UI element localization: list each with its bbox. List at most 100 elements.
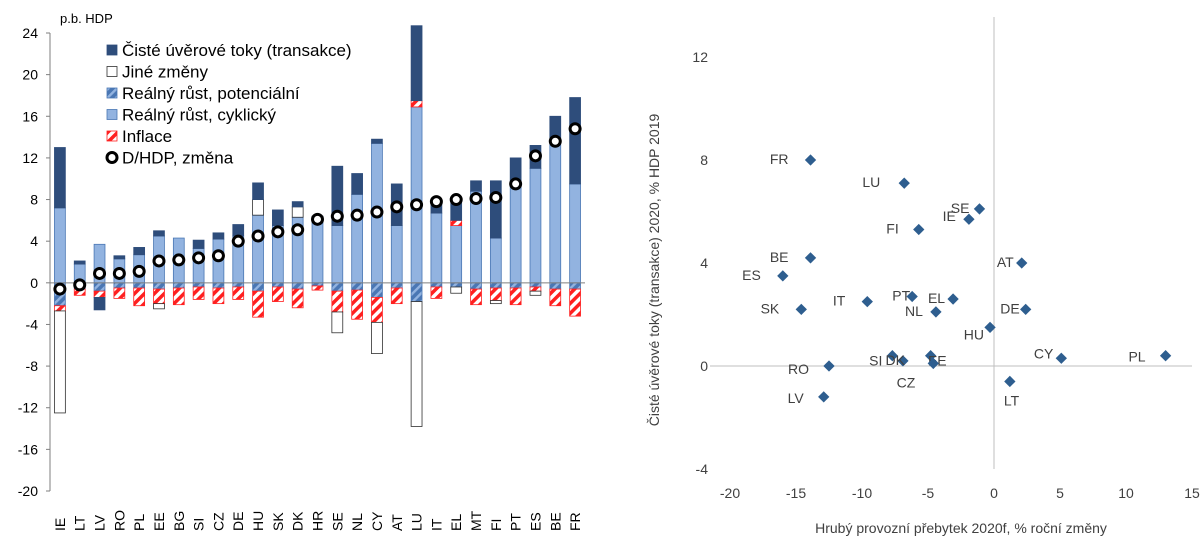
bar-segment-potential (569, 282, 581, 290)
dhdp-marker (132, 264, 146, 278)
y-axis-label: Čisté úvěrové toky (transakce) 2020, % H… (646, 114, 662, 427)
legend-label: Inflace (122, 127, 172, 146)
x-tick-label: EL (448, 514, 464, 531)
bar-segment-credit (252, 182, 264, 200)
bar-segment-cyclical (529, 167, 542, 284)
legend-swatch-other (106, 66, 118, 77)
point-label: CY (1034, 345, 1054, 361)
scatter-point (984, 321, 996, 334)
dhdp-marker (172, 253, 186, 267)
bar-segment-potential (549, 282, 562, 290)
bar-segment-potential (93, 282, 106, 292)
scatter-point (1020, 303, 1032, 316)
y-tick-label: 24 (22, 25, 38, 41)
dhdp-marker (291, 223, 305, 237)
y-tick-label: 4 (700, 255, 708, 271)
dhdp-marker (330, 209, 344, 223)
bar-segment-potential (212, 282, 225, 289)
bar-segment-other (410, 301, 423, 427)
bar-segment-other (291, 206, 304, 218)
dhdp-marker (429, 195, 443, 209)
point-label: EL (928, 290, 945, 306)
scatter-point (963, 213, 975, 225)
x-tick-label: NL (349, 513, 365, 531)
bar-segment-other (153, 303, 165, 310)
bar-segment-potential (133, 282, 146, 289)
x-tick-label: -10 (852, 485, 872, 501)
x-tick-label: MT (468, 510, 484, 531)
y-tick-label: 8 (30, 192, 38, 208)
scatter-point (823, 360, 835, 372)
point-label: RO (788, 361, 809, 377)
x-tick-label: CZ (210, 512, 226, 531)
scatter-point (906, 290, 918, 303)
scatter-point (804, 154, 817, 166)
bar-segment-credit (410, 25, 423, 102)
bar-segment-credit (569, 97, 581, 185)
x-tick-label: 15 (1184, 485, 1200, 501)
scatter-point (804, 252, 817, 264)
point-label: LV (788, 390, 805, 406)
dhdp-marker (152, 254, 166, 268)
point-label: AT (997, 254, 1014, 270)
dhdp-marker (192, 251, 206, 265)
y-tick-label: 0 (700, 358, 708, 374)
bar-segment-inflation (113, 287, 126, 299)
bar-segment-cyclical (569, 183, 581, 284)
point-label: FR (770, 151, 789, 167)
legend-swatch-potential (106, 87, 118, 99)
dhdp-marker (568, 122, 582, 136)
scatter-point (930, 306, 942, 318)
dhdp-marker (53, 282, 67, 296)
bar-segment-inflation (311, 285, 324, 291)
y-axis-unit-label: p.b. HDP (60, 11, 113, 26)
bar-segment-inflation (410, 100, 423, 108)
point-label: SI (869, 353, 882, 369)
bar-segment-inflation (450, 219, 463, 226)
dhdp-marker (509, 177, 523, 191)
x-tick-label: FI (488, 519, 504, 531)
bar-segment-cyclical (252, 214, 264, 284)
bar-segment-credit (133, 247, 146, 256)
y-tick-label: -16 (18, 441, 38, 457)
bar-segment-potential (192, 282, 205, 288)
dhdp-marker (311, 212, 324, 226)
legend-label: Reálný růst, potenciální (122, 84, 300, 103)
y-tick-label: -20 (18, 483, 38, 499)
bar-segment-inflation (549, 288, 562, 307)
bar-segment-inflation (252, 290, 264, 318)
y-tick-label: 0 (30, 275, 38, 291)
bar-segment-potential (410, 282, 423, 302)
bar-segment-potential (390, 282, 403, 289)
stacked-bar-chart: -20 -16 -12 -8 -4 0 4 8 12 16 20 24 p.b. HDP IE LT LV RO… (18, 11, 585, 531)
bar-segment-cyclical (351, 193, 363, 284)
bar-segment-inflation (529, 286, 542, 292)
bar-segment-cyclical (331, 225, 344, 284)
x-tick-label: -15 (786, 485, 806, 501)
legend-swatch-inflation (106, 130, 118, 142)
bar-segment-potential (252, 282, 264, 292)
bar-segment-cyclical (311, 216, 324, 284)
dhdp-marker (231, 234, 245, 248)
scatter-chart: -20 -15 -10 -5 0 5 10 15 -4 0 4 8 12 Hrubý provozní p… (646, 17, 1200, 536)
dhdp-marker (548, 134, 562, 148)
bar-segment-cyclical (549, 138, 562, 284)
dhdp-marker (73, 278, 87, 292)
point-label: HU (964, 326, 984, 342)
bar-segment-inflation (212, 287, 225, 305)
x-tick-label: CY (369, 511, 385, 531)
bar-segment-potential (509, 282, 522, 289)
scatter-point (1016, 257, 1028, 269)
point-label: PL (1128, 349, 1145, 365)
y-tick-label: 12 (692, 49, 708, 65)
x-tick-label: -5 (922, 485, 935, 501)
point-label: IE (943, 208, 956, 224)
bar-segment-inflation (133, 287, 146, 307)
y-tick-label: -4 (26, 316, 39, 332)
y-tick-label: -4 (696, 461, 709, 477)
bar-segment-inflation (172, 287, 185, 306)
x-tick-label: IT (428, 518, 444, 531)
point-label: NL (905, 303, 923, 319)
bar-segment-credit (331, 165, 344, 226)
dhdp-marker (410, 198, 424, 212)
